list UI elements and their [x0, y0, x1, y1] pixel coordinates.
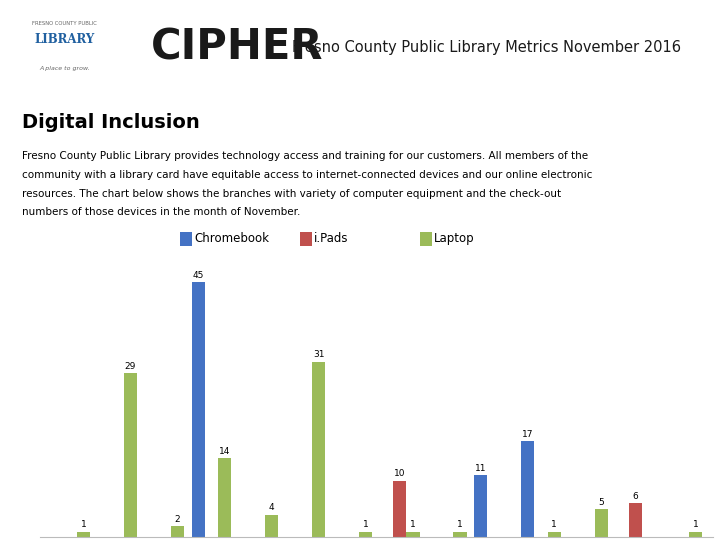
Text: 1: 1	[693, 521, 698, 529]
FancyBboxPatch shape	[9, 10, 120, 85]
Bar	[192, 282, 204, 537]
Bar	[393, 481, 406, 537]
Text: 6: 6	[632, 492, 638, 501]
Bar	[312, 362, 325, 537]
Bar	[124, 373, 137, 537]
Text: 1: 1	[457, 521, 463, 529]
Text: Fresno County Public Library provides technology access and training for our cus: Fresno County Public Library provides te…	[22, 151, 588, 161]
Text: 17: 17	[522, 430, 534, 438]
Bar	[265, 515, 279, 537]
Text: Fresno County Public Library Metrics November 2016: Fresno County Public Library Metrics Nov…	[292, 40, 680, 55]
Text: Laptop: Laptop	[434, 232, 474, 246]
Text: 1: 1	[363, 521, 369, 529]
Bar	[406, 531, 420, 537]
Text: community with a library card have equitable access to internet-connected device: community with a library card have equit…	[22, 170, 592, 180]
Text: 5: 5	[598, 498, 604, 507]
Text: 1: 1	[81, 521, 86, 529]
Text: A place to grow.: A place to grow.	[39, 66, 90, 71]
FancyBboxPatch shape	[180, 232, 192, 246]
Text: numbers of those devices in the month of November.: numbers of those devices in the month of…	[22, 207, 300, 217]
Bar	[547, 531, 561, 537]
Text: 11: 11	[475, 464, 487, 472]
Text: LIBRARY: LIBRARY	[35, 33, 94, 46]
Text: 2: 2	[175, 515, 180, 524]
Text: resources. The chart below shows the branches with variety of computer equipment: resources. The chart below shows the bra…	[22, 188, 561, 199]
Bar	[171, 526, 184, 537]
Bar	[689, 531, 702, 537]
Bar	[474, 475, 487, 537]
Text: i.Pads: i.Pads	[314, 232, 348, 246]
Bar	[521, 441, 534, 537]
Text: 1: 1	[410, 521, 415, 529]
Text: 31: 31	[313, 350, 325, 359]
Text: Chromebook: Chromebook	[194, 232, 269, 246]
Bar	[629, 503, 642, 537]
Text: 14: 14	[219, 447, 230, 456]
Bar	[77, 531, 90, 537]
Bar	[595, 509, 608, 537]
FancyBboxPatch shape	[300, 232, 312, 246]
Bar	[454, 531, 467, 537]
Text: CIPHER: CIPHER	[151, 26, 324, 68]
Bar	[359, 531, 372, 537]
Text: 4: 4	[269, 503, 274, 512]
Text: FRESNO COUNTY PUBLIC: FRESNO COUNTY PUBLIC	[32, 21, 97, 25]
Text: 45: 45	[192, 271, 204, 280]
FancyBboxPatch shape	[420, 232, 432, 246]
Text: Digital Inclusion: Digital Inclusion	[22, 113, 199, 132]
Text: 10: 10	[394, 469, 405, 478]
Text: 1: 1	[552, 521, 557, 529]
Bar	[218, 458, 231, 537]
Text: 29: 29	[125, 362, 136, 370]
